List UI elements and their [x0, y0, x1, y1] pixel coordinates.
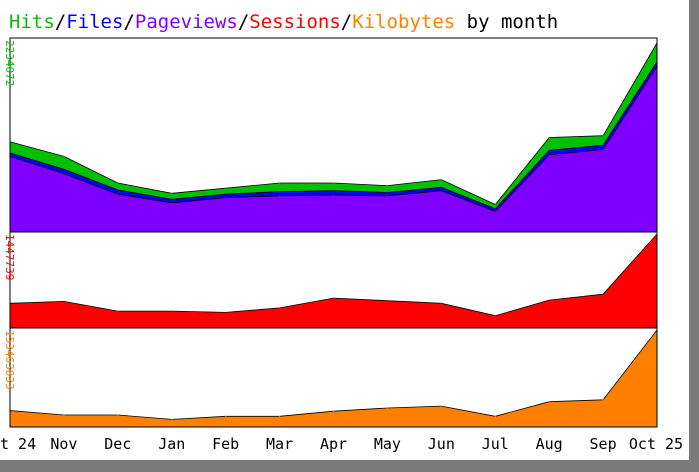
data-point-kilobytes	[602, 399, 604, 401]
data-point-hits	[117, 182, 119, 184]
data-point-pageviews	[117, 193, 119, 195]
title-part-1: /	[55, 11, 66, 33]
data-point-kilobytes	[548, 401, 550, 403]
x-tick-label: Sep	[590, 435, 617, 453]
x-tick-label: Apr	[320, 435, 347, 453]
data-point-pageviews	[494, 210, 496, 212]
x-tick-label: Mar	[266, 435, 293, 453]
title-part-7: /	[341, 11, 352, 33]
data-point-sessions	[225, 311, 227, 313]
data-point-pageviews	[279, 195, 281, 197]
data-point-files	[602, 144, 604, 146]
data-point-kilobytes	[117, 414, 119, 416]
title-part-8: Kilobytes	[352, 11, 455, 33]
data-point-files	[171, 198, 173, 200]
chart-panel-2	[9, 327, 658, 428]
data-point-hits	[332, 182, 335, 184]
data-point-hits	[494, 203, 496, 206]
data-point-sessions	[63, 300, 65, 302]
data-point-files	[494, 208, 496, 210]
x-tick-label: t 24	[0, 435, 36, 453]
data-point-sessions	[548, 299, 550, 301]
data-point-files	[440, 186, 442, 188]
data-point-kilobytes	[279, 415, 281, 417]
x-tick-label: Oct 25	[629, 435, 683, 453]
chart-title: Hits/Files/Pageviews/Sessions/Kilobytes …	[9, 11, 558, 33]
chart-panel-0	[9, 37, 658, 233]
data-point-sessions	[332, 297, 335, 299]
data-point-sessions	[279, 307, 281, 309]
data-point-sessions	[171, 310, 173, 312]
series-area-pageviews	[9, 64, 658, 233]
data-point-hits	[63, 155, 65, 157]
data-point-pageviews	[225, 197, 227, 199]
data-point-files	[117, 189, 119, 191]
x-tick-label: Nov	[50, 435, 77, 453]
data-point-sessions	[440, 302, 442, 304]
title-part-2: Files	[66, 11, 123, 33]
data-point-pageviews	[602, 148, 604, 151]
data-point-kilobytes	[386, 407, 388, 409]
data-point-hits	[171, 192, 173, 194]
title-part-5: /	[238, 11, 249, 33]
title-part-0: Hits	[9, 11, 55, 33]
data-point-kilobytes	[494, 415, 496, 417]
data-point-pageviews	[440, 190, 442, 192]
panel-border	[9, 327, 658, 428]
x-tick-label: Jul	[482, 435, 509, 453]
data-point-kilobytes	[63, 414, 65, 416]
data-point-kilobytes	[225, 415, 227, 417]
title-part-4: Pageviews	[135, 11, 238, 33]
panel-max-label: 153463033	[3, 330, 16, 390]
series-area-sessions	[9, 232, 658, 329]
data-point-sessions	[117, 310, 119, 312]
data-point-sessions	[494, 315, 496, 317]
data-point-sessions	[602, 293, 604, 295]
data-point-hits	[225, 187, 227, 189]
x-tick-label: Dec	[104, 435, 131, 453]
data-point-files	[279, 191, 281, 193]
data-point-hits	[548, 136, 550, 139]
data-point-hits	[602, 135, 604, 137]
data-point-pageviews	[548, 154, 550, 156]
data-point-files	[332, 190, 335, 192]
data-point-files	[63, 168, 65, 170]
data-point-kilobytes	[440, 405, 442, 407]
series-area-kilobytes	[9, 328, 658, 428]
frame-shadow-right	[689, 0, 699, 472]
x-tick-label: Feb	[212, 435, 239, 453]
title-part-3: /	[123, 11, 134, 33]
data-point-pageviews	[332, 194, 335, 196]
data-point-sessions	[386, 300, 388, 302]
data-point-hits	[440, 179, 442, 181]
data-point-kilobytes	[171, 418, 173, 420]
panel-max-label: 2234072	[3, 40, 16, 86]
x-tick-label: Jan	[158, 435, 185, 453]
data-point-hits	[279, 182, 281, 184]
data-point-pageviews	[386, 195, 388, 197]
data-point-files	[225, 193, 227, 195]
x-tick-label: Jun	[428, 435, 455, 453]
title-part-6: Sessions	[249, 11, 341, 33]
data-point-pageviews	[171, 202, 173, 204]
panel-max-label: 1447739	[3, 234, 16, 280]
x-tick-label: Aug	[536, 435, 563, 453]
data-point-files	[386, 191, 388, 194]
data-point-pageviews	[63, 173, 65, 175]
data-point-hits	[386, 185, 388, 187]
chart-panel-1	[9, 231, 658, 329]
frame-shadow-bottom	[0, 460, 699, 472]
data-point-files	[548, 149, 550, 151]
data-point-kilobytes	[332, 410, 335, 412]
x-tick-label: May	[374, 435, 401, 453]
title-part-9: by month	[455, 11, 558, 33]
